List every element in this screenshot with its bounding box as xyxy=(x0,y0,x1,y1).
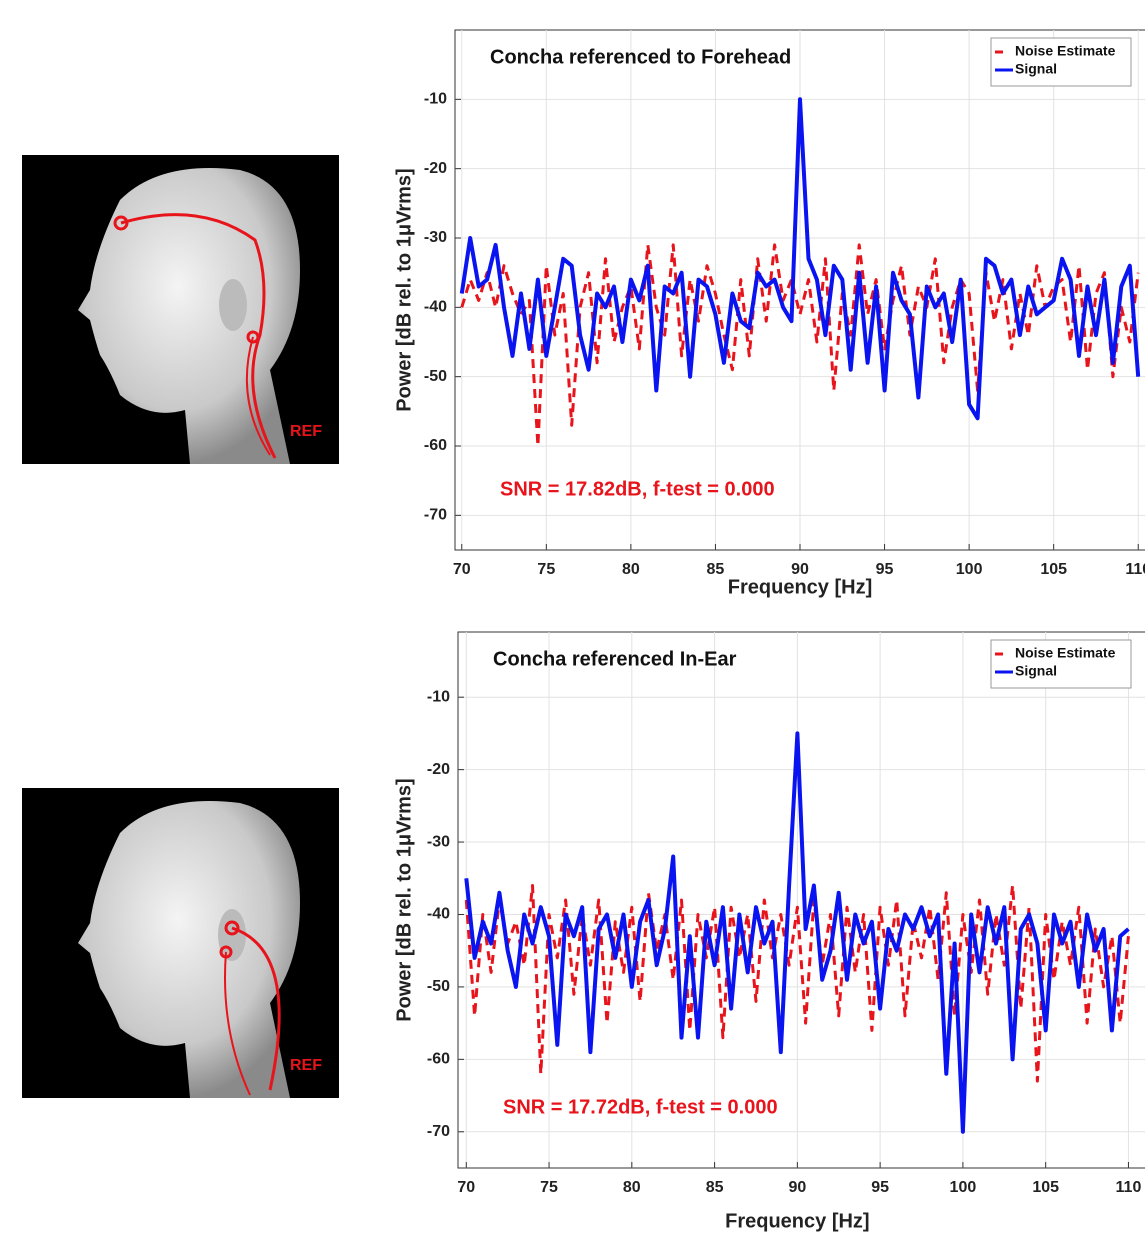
y-tick-label: -30 xyxy=(427,833,450,850)
x-tick-label: 70 xyxy=(453,561,471,578)
y-tick-label: -20 xyxy=(427,761,450,778)
annotation: SNR = 17.82dB, f-test = 0.000 xyxy=(500,478,775,500)
x-tick-label: 90 xyxy=(791,561,809,578)
x-tick-label: 105 xyxy=(1040,561,1067,578)
y-tick-label: -70 xyxy=(424,507,447,524)
x-tick-label: 100 xyxy=(956,561,983,578)
x-tick-label: 75 xyxy=(537,561,555,578)
head-image: REF xyxy=(22,155,339,464)
chart: 70 75 80 85 90 95 100 105 110 -70 -60 -50 -40 -30 -20 -… xyxy=(393,631,1145,1232)
head-image: REF xyxy=(22,788,339,1098)
x-tick-label: 100 xyxy=(950,1179,977,1196)
y-tick-label: -40 xyxy=(424,299,447,316)
plot-lines xyxy=(464,731,1130,1134)
y-tick-label: -30 xyxy=(424,229,447,246)
legend-label: Noise Estimate xyxy=(1015,645,1116,661)
y-axis-label: Power [dB rel. to 1μVrms] xyxy=(393,778,415,1021)
series-line xyxy=(459,97,1141,421)
chart-title: Concha referenced In-Ear xyxy=(493,648,737,670)
legend-label: Signal xyxy=(1015,663,1057,679)
x-axis-label: Frequency [Hz] xyxy=(725,1210,869,1232)
x-tick-label: 80 xyxy=(622,561,640,578)
legend-box xyxy=(990,37,1132,87)
annotation: SNR = 17.72dB, f-test = 0.000 xyxy=(503,1096,778,1118)
x-tick-label: 85 xyxy=(707,561,725,578)
chart-title: Concha referenced to Forehead xyxy=(490,46,791,68)
x-tick-label: 110 xyxy=(1125,561,1145,578)
x-tick-label: 70 xyxy=(457,1179,475,1196)
x-tick-label: 110 xyxy=(1116,1179,1142,1196)
series-line xyxy=(464,731,1130,1134)
plot-lines xyxy=(459,97,1141,448)
y-tick-label: -50 xyxy=(427,978,450,995)
chart: 70 75 80 85 90 95 100 105 110 -70 -60 -50 -40 -30 -20 -… xyxy=(393,29,1145,598)
ref-label: REF xyxy=(290,1057,322,1074)
legend-label: Noise Estimate xyxy=(1015,43,1116,59)
y-tick-label: -60 xyxy=(427,1051,450,1068)
y-tick-label: -10 xyxy=(424,91,447,108)
y-axis-label: Power [dB rel. to 1μVrms] xyxy=(393,168,415,411)
ref-label: REF xyxy=(290,423,322,440)
y-tick-label: -40 xyxy=(427,906,450,923)
x-tick-label: 80 xyxy=(623,1179,641,1196)
y-tick-label: -10 xyxy=(427,688,450,705)
x-tick-label: 105 xyxy=(1032,1179,1059,1196)
plot-area xyxy=(457,631,1145,1169)
x-tick-label: 75 xyxy=(540,1179,558,1196)
x-tick-label: 85 xyxy=(706,1179,724,1196)
y-tick-label: -50 xyxy=(424,368,447,385)
legend-label: Signal xyxy=(1015,61,1057,77)
x-tick-label: 90 xyxy=(788,1179,806,1196)
x-tick-label: 95 xyxy=(876,561,894,578)
legend-box xyxy=(990,639,1132,689)
y-tick-label: -20 xyxy=(424,160,447,177)
y-tick-label: -60 xyxy=(424,437,447,454)
x-axis-label: Frequency [Hz] xyxy=(728,576,872,598)
y-tick-label: -70 xyxy=(427,1123,450,1140)
x-tick-label: 95 xyxy=(871,1179,889,1196)
